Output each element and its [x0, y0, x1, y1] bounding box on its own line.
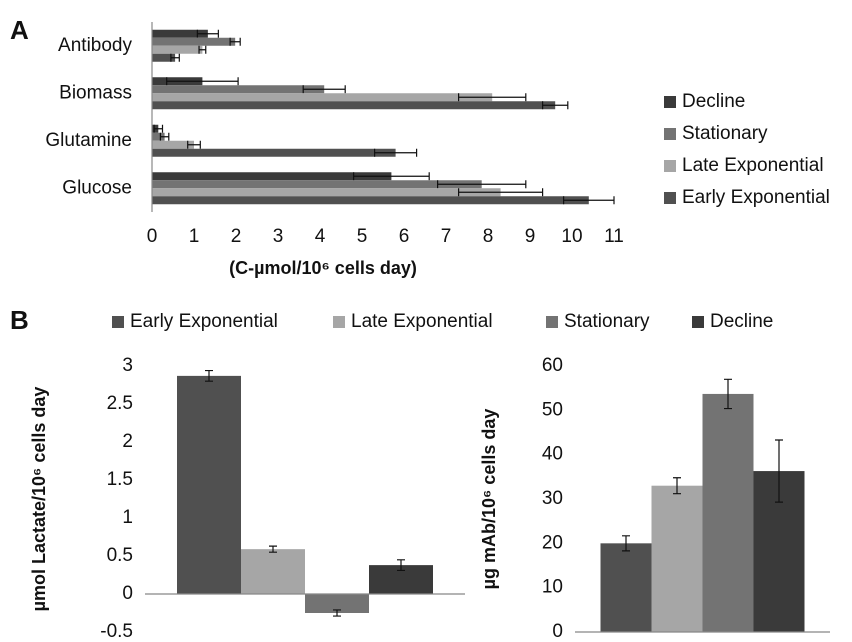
x-tick-label: 10: [561, 226, 582, 247]
bar: [305, 594, 369, 613]
error-bar: [205, 369, 213, 382]
legend-swatch: [664, 160, 676, 172]
error-bar: [196, 29, 219, 38]
bar: [152, 140, 194, 149]
bar: [702, 393, 754, 632]
bar: [152, 148, 396, 157]
legend-label: Early Exponential: [682, 187, 830, 208]
bar: [152, 180, 482, 189]
bar: [600, 543, 652, 632]
y-tick-label: 1.5: [107, 469, 133, 490]
legend-swatch: [664, 128, 676, 140]
error-bar: [775, 439, 783, 503]
y-tick-label: 0.5: [107, 545, 133, 566]
legend-swatch: [664, 192, 676, 204]
y-tick-label: -0.5: [100, 621, 133, 642]
x-tick-label: 6: [399, 226, 410, 247]
bar: [152, 101, 556, 110]
y-tick-label: 2.5: [107, 393, 133, 414]
x-axis-title: (C-µmol/10⁶ cells day): [229, 258, 417, 278]
error-bar: [333, 609, 341, 617]
y-tick-label: 40: [542, 444, 563, 465]
y-tick-label: 2: [122, 431, 133, 452]
legend-label: Stationary: [682, 123, 768, 144]
y-tick-label: 0: [122, 583, 133, 604]
error-bar: [159, 132, 170, 141]
legend-swatch: [546, 316, 558, 328]
category-label: Antibody: [58, 35, 132, 56]
panel-label: A: [10, 15, 29, 45]
y-tick-label: 10: [542, 577, 563, 598]
x-tick-label: 11: [604, 226, 624, 247]
panel-label: B: [10, 305, 29, 335]
x-tick-label: 7: [441, 226, 452, 247]
y-tick-label: 30: [542, 488, 563, 509]
x-tick-label: 1: [189, 226, 200, 247]
error-bar: [302, 85, 346, 94]
error-bar: [397, 559, 405, 572]
bar: [152, 196, 589, 205]
category-label: Glutamine: [45, 130, 132, 151]
error-bar: [187, 140, 201, 149]
error-bar: [166, 77, 239, 86]
legend-label: Late Exponential: [351, 311, 493, 332]
x-tick-label: 5: [357, 226, 368, 247]
error-bar: [353, 172, 430, 181]
bar: [152, 29, 208, 38]
legend-label: Early Exponential: [130, 311, 278, 332]
legend-swatch: [692, 316, 704, 328]
x-tick-label: 3: [273, 226, 284, 247]
y-tick-label: 0: [552, 621, 563, 642]
legend-swatch: [333, 316, 345, 328]
x-tick-label: 9: [525, 226, 536, 247]
category-label: Glucose: [62, 177, 132, 198]
legend-label: Decline: [710, 311, 773, 332]
error-bar: [724, 378, 732, 410]
error-bar: [153, 124, 164, 133]
bar: [152, 85, 325, 94]
legend-label: Decline: [682, 91, 745, 112]
error-bar: [622, 535, 630, 552]
error-bar: [229, 37, 241, 46]
y-tick-label: 20: [542, 532, 563, 553]
error-bar: [458, 188, 544, 197]
bar: [152, 93, 493, 102]
error-bar: [542, 101, 569, 110]
bar: [152, 37, 236, 46]
error-bar: [269, 545, 277, 553]
bar: [651, 485, 703, 632]
y-tick-label: 50: [542, 399, 563, 420]
bar: [152, 132, 165, 141]
error-bar: [563, 196, 615, 205]
y-tick-label: 1: [122, 507, 133, 528]
error-bar: [198, 45, 207, 54]
bar: [152, 45, 203, 54]
x-tick-label: 4: [315, 226, 326, 247]
x-tick-label: 0: [147, 226, 158, 247]
category-label: Biomass: [59, 82, 132, 103]
bar: [152, 53, 176, 62]
legend-swatch: [664, 96, 676, 108]
error-bar: [673, 477, 681, 495]
bar: [241, 549, 305, 594]
y-tick-label: 3: [122, 355, 133, 376]
legend-label: Stationary: [564, 311, 650, 332]
bar: [152, 172, 392, 181]
y-axis-title: µmol Lactate/10⁶ cells day: [29, 387, 49, 612]
legend-label: Late Exponential: [682, 155, 824, 176]
x-tick-label: 8: [483, 226, 494, 247]
error-bar: [170, 53, 180, 62]
bar: [177, 375, 241, 594]
y-tick-label: 60: [542, 355, 563, 376]
bar: [152, 188, 501, 197]
x-tick-label: 2: [231, 226, 242, 247]
error-bar: [458, 93, 527, 102]
error-bar: [437, 180, 527, 189]
legend-swatch: [112, 316, 124, 328]
y-axis-title: µg mAb/10⁶ cells day: [479, 409, 499, 590]
error-bar: [374, 148, 418, 157]
